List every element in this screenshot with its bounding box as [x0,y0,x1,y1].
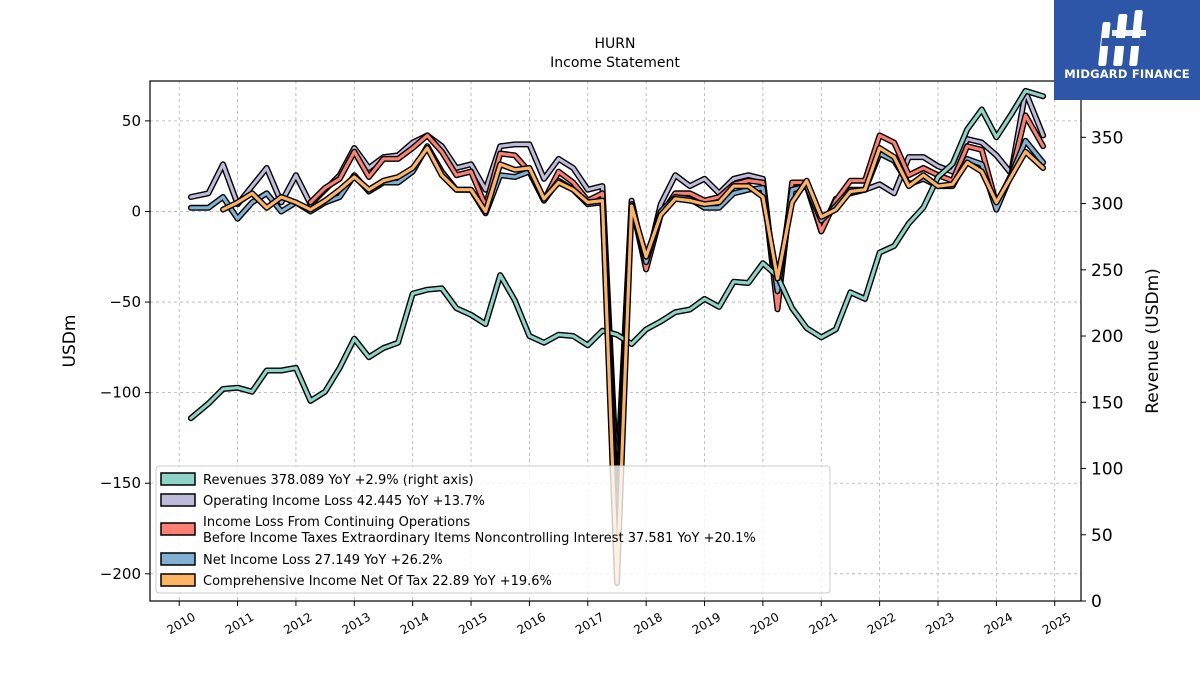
y-axis-label-left: USDm [60,315,80,368]
x-tick-label: 2019 [690,610,723,637]
operating-income-loss-line-outline [187,88,1047,487]
legend-box [155,465,831,594]
y-tick-label-left: −100 [100,384,141,402]
y-tick-label-right: 0 [1091,592,1102,612]
legend-label: Operating Income Loss 42.445 YoY +13.7% [203,494,485,509]
y-tick-label-right: 150 [1091,393,1123,413]
legend-swatch [160,472,196,486]
legend-swatch [160,552,196,566]
series-layer [187,87,1047,586]
chart-subtitle: Income Statement [550,55,680,71]
y-tick-label-right: 300 [1091,195,1123,215]
revenues-line-outline [187,87,1047,422]
legend-swatch [160,493,196,507]
brand-name: MIDGARD FINANCE [1064,67,1190,81]
legend-label: Comprehensive Income Net Of Tax 22.89 Yo… [203,574,552,589]
y-tick-label-right: 100 [1091,460,1123,480]
legend-label: Before Income Taxes Extraordinary Items … [203,531,756,546]
chart-title: HURN [595,36,636,52]
legend-swatch [160,522,196,536]
x-tick-label: 2022 [865,610,898,637]
y-tick-label-left: 50 [122,112,141,130]
legend-label: Revenues 378.089 YoY +2.9% (right axis) [203,473,474,488]
legend-label: Net Income Loss 27.149 YoY +26.2% [203,553,443,568]
legend-swatch [160,573,196,587]
x-tick-label: 2018 [631,610,664,637]
x-tick-label: 2013 [340,610,373,637]
y-tick-label-left: −50 [109,293,141,311]
brand-mark-icon [1098,10,1146,66]
x-tick-label: 2016 [515,610,548,637]
y-tick-label-right: 200 [1091,327,1123,347]
y-tick-label-left: −150 [100,474,141,492]
x-tick-label: 2010 [164,610,197,637]
revenues-line [189,89,1045,420]
x-tick-label: 2024 [982,610,1015,637]
y-tick-label-right: 250 [1091,261,1123,281]
brand-logo: MIDGARD FINANCE [1054,0,1200,100]
y-tick-label-right: 350 [1091,128,1123,148]
y-axis-label-right: Revenue (USDm) [1143,268,1163,414]
comprehensive-income-net-of-tax-line [221,146,1045,585]
x-tick-label: 2011 [223,610,256,637]
plot-frame [149,80,1082,602]
x-tick-label: 2020 [748,610,781,637]
x-tick-label: 2021 [807,610,840,637]
x-tick-label: 2014 [398,610,431,637]
x-tick-label: 2017 [573,610,606,637]
legend: Revenues 378.089 YoY +2.9% (right axis) O… [155,465,831,594]
legend-label: Income Loss From Continuing Operations [203,515,470,530]
x-tick-label: 2025 [1040,610,1073,637]
y-tick-label-left: 0 [131,202,141,220]
x-tick-label: 2015 [456,610,489,637]
x-tick-label: 2023 [923,610,956,637]
y-tick-label-right: 50 [1091,526,1113,546]
y-tick-label-left: −200 [100,565,141,583]
x-tick-label: 2012 [281,610,314,637]
income-loss-from-continuing-operations-before-income-taxes-extraordinary-items-noncontrolling-interest-line [308,113,1045,522]
